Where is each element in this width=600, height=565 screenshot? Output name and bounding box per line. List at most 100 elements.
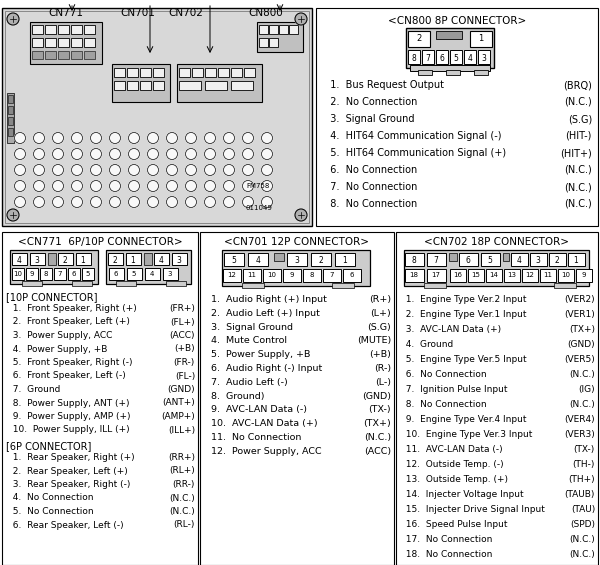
Bar	[5, 11, 309, 223]
Circle shape	[91, 180, 101, 192]
Bar	[12, 268, 24, 280]
Text: (TX+): (TX+)	[363, 419, 391, 428]
Text: 15.  Injecter Drive Signal Input: 15. Injecter Drive Signal Input	[400, 505, 545, 514]
Circle shape	[71, 133, 83, 144]
Text: 7: 7	[434, 256, 439, 265]
Bar	[263, 269, 281, 282]
Bar	[522, 269, 538, 282]
Text: 7.  No Connection: 7. No Connection	[324, 182, 418, 192]
Circle shape	[14, 133, 25, 144]
Text: 2.  Audio Left (+) Input: 2. Audio Left (+) Input	[205, 309, 320, 318]
Bar	[54, 268, 66, 280]
Circle shape	[262, 164, 272, 176]
Text: (+B): (+B)	[369, 350, 391, 359]
Circle shape	[34, 164, 44, 176]
Text: 1: 1	[131, 256, 136, 265]
Bar	[422, 50, 434, 64]
Text: (VER4): (VER4)	[565, 415, 595, 424]
Text: 14: 14	[490, 272, 499, 278]
Text: 3.  Power Supply, ACC: 3. Power Supply, ACC	[7, 331, 112, 340]
Bar	[464, 50, 476, 64]
Bar	[127, 268, 142, 280]
Circle shape	[53, 149, 64, 159]
Text: (TX+): (TX+)	[569, 325, 595, 334]
Bar	[71, 25, 82, 34]
Text: 6: 6	[466, 256, 470, 265]
Text: 3.  Rear Speaker, Right (-): 3. Rear Speaker, Right (-)	[7, 480, 130, 489]
Circle shape	[223, 164, 235, 176]
Circle shape	[262, 197, 272, 207]
Text: 8: 8	[412, 256, 416, 265]
Bar	[144, 253, 152, 265]
Bar	[106, 250, 191, 284]
Bar	[244, 68, 255, 77]
Bar	[540, 269, 556, 282]
Text: 3: 3	[168, 271, 172, 277]
Text: (N.C.): (N.C.)	[564, 97, 592, 107]
Text: 8.  Power Supply, ANT (+): 8. Power Supply, ANT (+)	[7, 398, 130, 407]
Bar	[12, 253, 27, 265]
Bar	[446, 70, 460, 75]
Text: 2: 2	[319, 256, 323, 265]
Text: 16.  Speed Pulse Input: 16. Speed Pulse Input	[400, 520, 508, 529]
Circle shape	[242, 149, 254, 159]
Text: 15: 15	[472, 272, 481, 278]
Circle shape	[223, 133, 235, 144]
Text: 5: 5	[488, 256, 493, 265]
Text: 4: 4	[517, 256, 521, 265]
Bar	[418, 70, 432, 75]
Text: (RR-): (RR-)	[173, 480, 195, 489]
Bar	[242, 283, 264, 288]
Bar	[481, 253, 500, 266]
Text: 9.  Engine Type Ver.4 Input: 9. Engine Type Ver.4 Input	[400, 415, 527, 424]
Bar	[223, 269, 241, 282]
Text: 8: 8	[310, 272, 314, 278]
Bar	[71, 38, 82, 47]
Text: 2: 2	[62, 256, 67, 265]
Text: 2: 2	[416, 34, 422, 43]
Circle shape	[205, 180, 215, 192]
Bar	[274, 253, 284, 261]
Text: CN800: CN800	[248, 8, 283, 18]
Circle shape	[242, 197, 254, 207]
Circle shape	[185, 164, 197, 176]
Circle shape	[148, 197, 158, 207]
Circle shape	[262, 149, 272, 159]
Circle shape	[295, 209, 307, 221]
Text: (S.G): (S.G)	[367, 323, 391, 332]
Text: 2: 2	[554, 256, 559, 265]
Bar	[172, 253, 187, 265]
Text: CN701: CN701	[120, 8, 155, 18]
Circle shape	[205, 164, 215, 176]
Text: (N.C.): (N.C.)	[169, 493, 195, 502]
Bar	[140, 68, 151, 77]
Text: (TX-): (TX-)	[368, 406, 391, 414]
Bar	[503, 253, 509, 261]
Bar	[405, 269, 424, 282]
Text: (ACC): (ACC)	[364, 447, 391, 456]
Text: 10.  Engine Type Ver.3 Input: 10. Engine Type Ver.3 Input	[400, 430, 532, 439]
Text: 5.  No Connection: 5. No Connection	[7, 507, 94, 516]
Bar	[554, 283, 576, 288]
Text: 1.  Bus Request Output: 1. Bus Request Output	[324, 80, 444, 90]
Bar	[335, 253, 355, 266]
Text: 10.  AVC-LAN Data (+): 10. AVC-LAN Data (+)	[205, 419, 317, 428]
Text: (HIT-): (HIT-)	[566, 131, 592, 141]
Text: (S.G): (S.G)	[568, 114, 592, 124]
Text: (FL+): (FL+)	[170, 318, 195, 327]
Text: (N.C.): (N.C.)	[564, 165, 592, 175]
Circle shape	[128, 149, 139, 159]
Text: 7.  Ignition Pulse Input: 7. Ignition Pulse Input	[400, 385, 508, 394]
Bar	[84, 38, 95, 47]
Text: <CN702 18P CONNECTOR>: <CN702 18P CONNECTOR>	[425, 237, 569, 247]
Bar	[58, 51, 69, 59]
Circle shape	[53, 197, 64, 207]
Text: 10: 10	[268, 272, 277, 278]
Circle shape	[185, 149, 197, 159]
Text: 8.  No Connection: 8. No Connection	[400, 400, 487, 409]
Text: (VER3): (VER3)	[564, 430, 595, 439]
Bar	[8, 106, 13, 114]
Text: 10.  Power Supply, ILL (+): 10. Power Supply, ILL (+)	[7, 425, 130, 434]
Text: (N.C.): (N.C.)	[364, 433, 391, 442]
Circle shape	[71, 180, 83, 192]
